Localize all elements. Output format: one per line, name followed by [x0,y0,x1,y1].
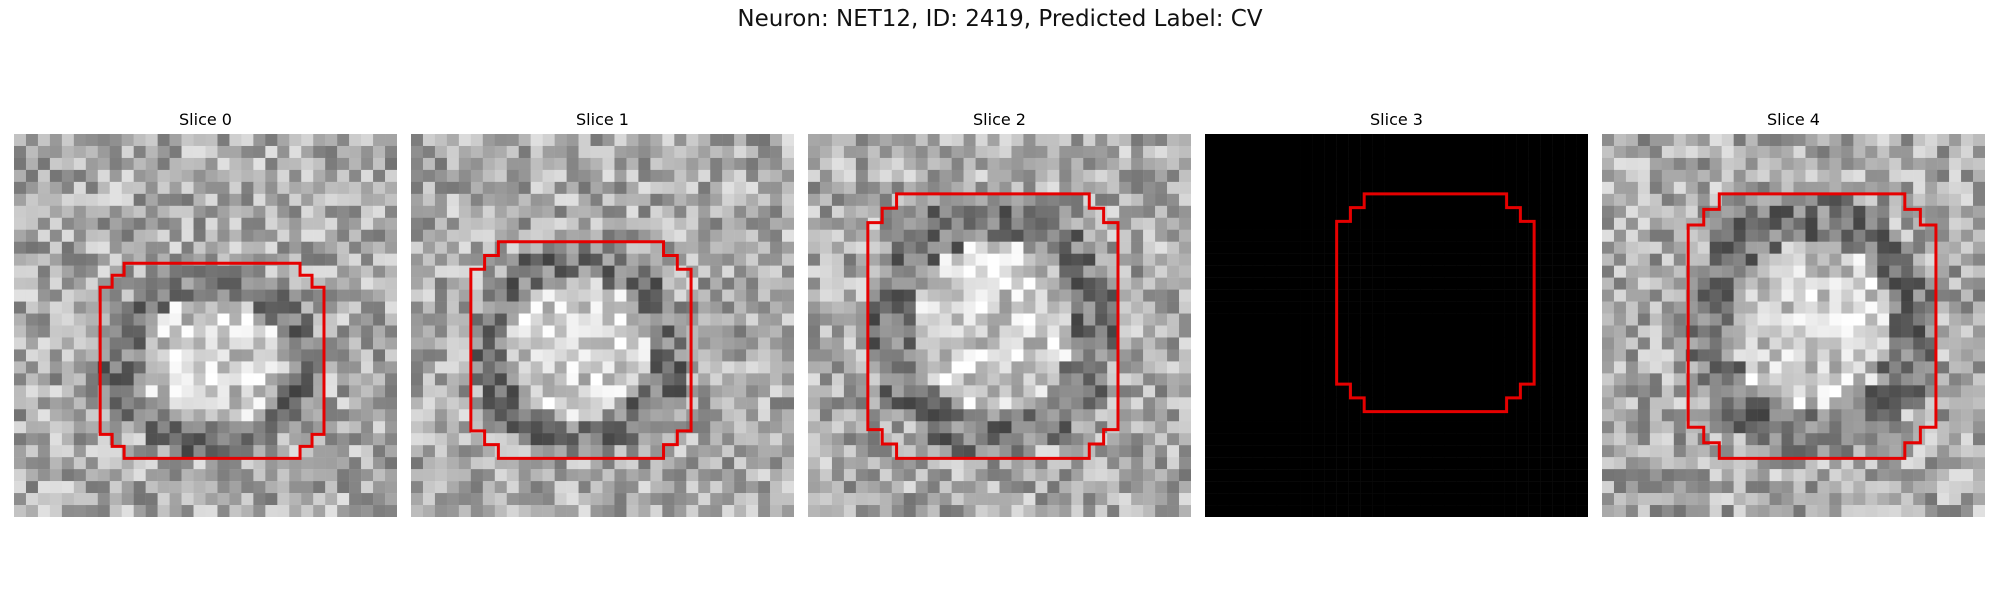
figure-title: Neuron: NET12, ID: 2419, Predicted Label… [737,6,1263,32]
roi-contour-2 [866,192,1120,460]
slice-panel-3: Slice 3 [1205,110,1588,517]
slice-title-2: Slice 2 [973,110,1026,129]
slice-title-3: Slice 3 [1370,110,1423,129]
slice-panel-2: Slice 2 [808,110,1191,517]
slice-panel-4: Slice 4 [1602,110,1985,517]
slice-image-4 [1602,134,1985,517]
roi-contour-3 [1335,192,1536,414]
slice-image-0 [14,134,397,517]
slice-title-4: Slice 4 [1767,110,1820,129]
slice-panel-1: Slice 1 [411,110,794,517]
slice-image-2 [808,134,1191,517]
slice-title-1: Slice 1 [576,110,629,129]
roi-contour-4 [1686,192,1938,460]
slice-panel-0: Slice 0 [14,110,397,517]
slice-image-3 [1205,134,1588,517]
roi-contour-1 [469,240,693,460]
slice-image-1 [411,134,794,517]
roi-contour-0 [98,261,326,460]
slice-title-0: Slice 0 [179,110,232,129]
